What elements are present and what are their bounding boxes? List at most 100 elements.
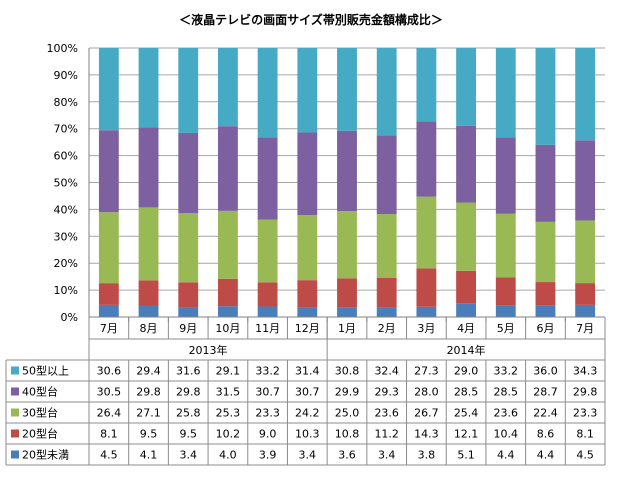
bar-segment — [575, 48, 596, 141]
data-label: 32.4 — [374, 365, 399, 378]
data-label: 36.0 — [533, 365, 558, 378]
y-tick-label: 90% — [54, 69, 78, 82]
bar-segment — [138, 305, 159, 317]
data-label: 28.5 — [454, 386, 479, 399]
data-label: 4.0 — [219, 449, 237, 462]
bar-segment — [575, 283, 596, 305]
bar-segment — [416, 48, 437, 122]
bar-segment — [376, 214, 397, 278]
y-tick-label: 0% — [61, 311, 78, 324]
bar-segment — [218, 278, 238, 307]
bar-segment — [376, 48, 397, 136]
legend-key — [11, 408, 19, 417]
data-label: 22.4 — [533, 407, 558, 420]
x-tick-label: 7月 — [576, 322, 594, 335]
data-label: 8.6 — [537, 428, 555, 441]
bar-segment — [337, 211, 357, 279]
chart-title: ＜液晶テレビの画面サイズ帯別販売金額構成比＞ — [179, 12, 443, 27]
bar-segment — [257, 306, 278, 317]
bar-segment — [337, 48, 357, 131]
data-label: 30.6 — [97, 365, 122, 378]
bar-segment — [218, 48, 238, 127]
y-tick-label: 70% — [54, 123, 78, 136]
legend-label: 30型台 — [22, 406, 58, 420]
bar-segment — [297, 48, 318, 133]
x-tick-label: 12月 — [295, 322, 320, 335]
data-label: 23.6 — [494, 407, 519, 420]
bar-segment — [456, 125, 476, 203]
legend-key — [11, 429, 19, 438]
bar-segment — [178, 48, 199, 133]
bar-segment — [138, 48, 159, 128]
y-tick-label: 60% — [54, 150, 78, 163]
data-label: 27.3 — [414, 365, 439, 378]
data-label: 4.1 — [140, 449, 158, 462]
bar-segment — [178, 282, 199, 308]
data-label: 5.1 — [457, 449, 475, 462]
bar-segment — [98, 130, 119, 213]
data-label: 3.9 — [259, 449, 277, 462]
bar-segment — [535, 221, 556, 283]
bar-segment — [495, 137, 516, 214]
x-tick-label: 2月 — [378, 322, 396, 335]
data-label: 29.4 — [136, 365, 161, 378]
bar-segment — [178, 213, 199, 283]
bar-segment — [456, 202, 476, 271]
data-label: 29.9 — [335, 386, 360, 399]
bars — [98, 48, 596, 317]
data-label: 3.4 — [179, 449, 197, 462]
bar-segment — [495, 213, 516, 278]
data-table: 7月 8月 9月 10月 11月 12月 1月 2月 3月 4月 5月 6月 7月 2013年 2014年 5… — [5, 317, 606, 466]
bar-segment — [218, 126, 238, 211]
data-label: 9.5 — [179, 428, 197, 441]
y-axis: 0% 10% 20% 30% 40% 50% 60% 70% 80% 90% 100% — [47, 42, 78, 324]
bar-segment — [535, 48, 556, 145]
data-label: 31.4 — [295, 365, 320, 378]
x-tick-label: 10月 — [215, 322, 240, 335]
bar-segment — [535, 282, 556, 306]
data-label: 3.8 — [418, 449, 436, 462]
data-label: 25.0 — [335, 407, 360, 420]
data-label: 9.0 — [259, 428, 277, 441]
y-tick-label: 30% — [54, 230, 78, 243]
data-label: 25.4 — [454, 407, 479, 420]
data-label: 30.7 — [255, 386, 280, 399]
data-label: 29.0 — [454, 365, 479, 378]
legend-key — [11, 387, 19, 396]
data-label: 10.8 — [335, 428, 360, 441]
bar-segment — [495, 305, 516, 317]
x-tick-label: 8月 — [140, 322, 158, 335]
data-label: 11.2 — [374, 428, 399, 441]
bar-segment — [575, 304, 596, 317]
data-label: 28.0 — [414, 386, 439, 399]
bar-segment — [535, 144, 556, 222]
y-tick-label: 50% — [54, 177, 78, 190]
bar-segment — [535, 305, 556, 317]
bar-segment — [575, 140, 596, 221]
bar-segment — [416, 306, 437, 317]
bar-segment — [297, 215, 318, 281]
data-label: 4.4 — [497, 449, 515, 462]
data-label: 25.3 — [216, 407, 241, 420]
bar-segment — [456, 48, 476, 126]
x-tick-label: 11月 — [255, 322, 280, 335]
data-label: 34.3 — [573, 365, 598, 378]
bar-segment — [456, 270, 476, 304]
data-label: 27.1 — [136, 407, 161, 420]
data-label: 24.2 — [295, 407, 320, 420]
data-label: 4.5 — [100, 449, 118, 462]
x-tick-label: 3月 — [417, 322, 435, 335]
data-label: 14.3 — [414, 428, 439, 441]
bar-segment — [495, 48, 516, 138]
data-label: 3.4 — [378, 449, 396, 462]
bar-segment — [337, 307, 357, 317]
data-label: 33.2 — [255, 365, 280, 378]
data-label: 26.7 — [414, 407, 439, 420]
year-group-label: 2013年 — [189, 343, 228, 357]
data-label: 12.1 — [454, 428, 479, 441]
bar-segment — [218, 306, 238, 317]
data-label: 29.8 — [136, 386, 161, 399]
bar-segment — [297, 307, 318, 317]
bar-segment — [416, 121, 437, 197]
